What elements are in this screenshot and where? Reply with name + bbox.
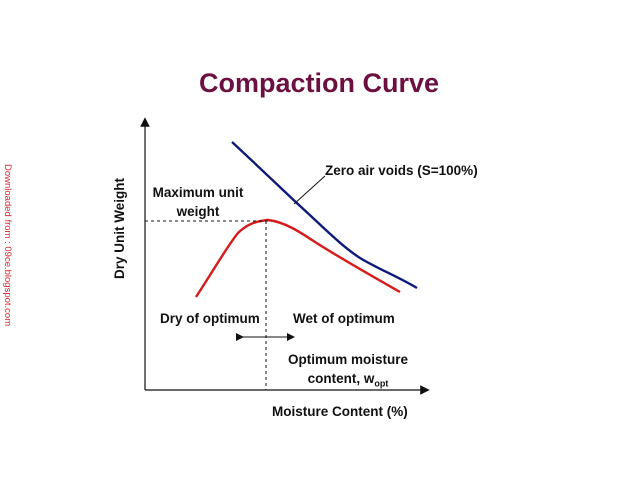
max-unit-weight-label: Maximum unit weight xyxy=(152,185,244,219)
optimum-moisture-label: Optimum moisture content, wopt xyxy=(278,350,418,394)
watermark: Downloaded from : 09ce.blogspot.com xyxy=(2,164,32,334)
optimum-moisture-text: Optimum moisture content, w xyxy=(287,352,408,386)
diagram-title: Compaction Curve xyxy=(198,68,440,98)
compaction-curve xyxy=(194,218,401,298)
zero-air-voids-pointer xyxy=(293,175,326,205)
x-axis-label: Moisture Content (%) xyxy=(272,404,408,419)
dry-of-optimum-label: Dry of optimum xyxy=(160,311,260,326)
wet-of-optimum-label: Wet of optimum xyxy=(293,311,395,326)
watermark-text: Downloaded from : 09ce.blogspot.com xyxy=(2,164,13,327)
zero-air-voids-curve xyxy=(231,141,418,290)
zero-air-voids-label: Zero air voids (S=100%) xyxy=(325,163,478,178)
optimum-subscript: opt xyxy=(374,378,389,389)
y-axis-label: Dry Unit Weight xyxy=(112,178,127,279)
